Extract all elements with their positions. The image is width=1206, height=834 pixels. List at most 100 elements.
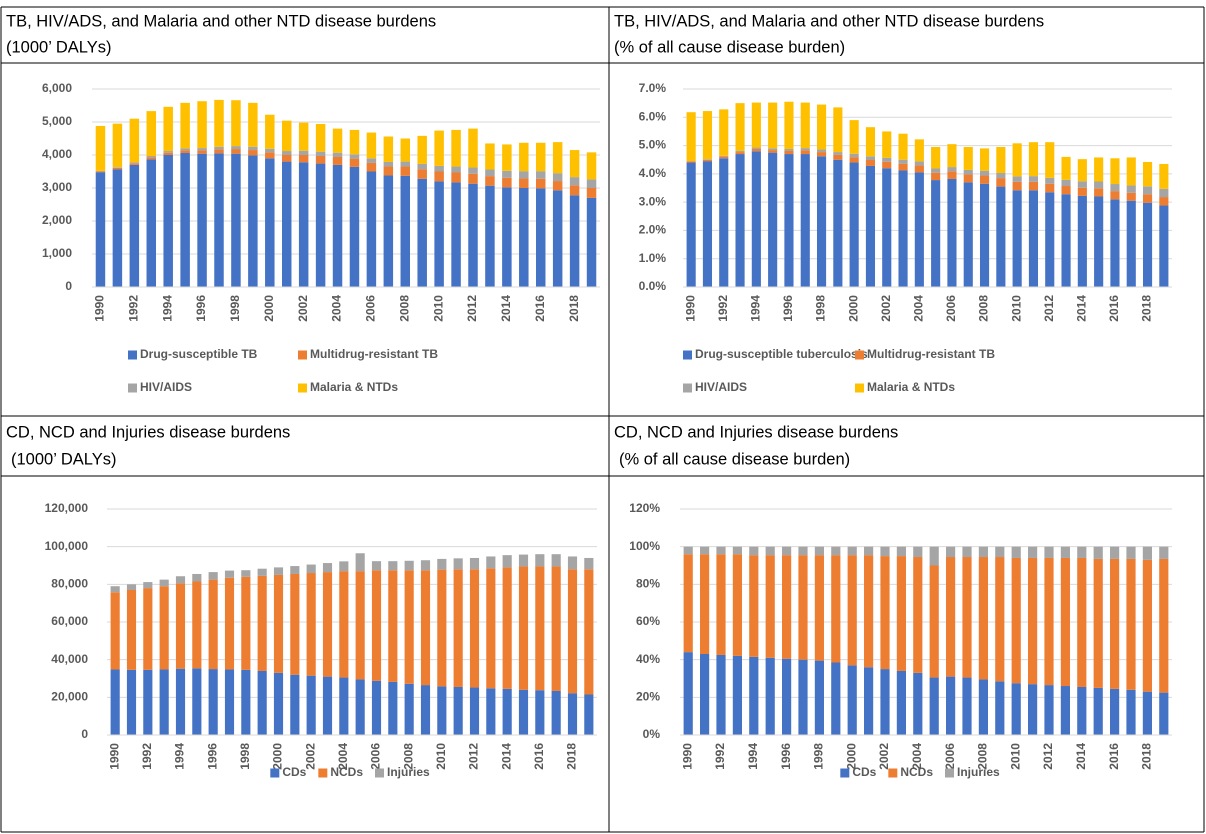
x-tick-label: 2000: [844, 743, 858, 770]
bar-segment: [371, 680, 382, 735]
bar-segment: [898, 170, 908, 287]
x-tick-label: 2010: [1009, 295, 1023, 322]
bar-segment: [864, 546, 874, 556]
bar-segment: [383, 175, 394, 287]
x-tick-label: 1992: [127, 295, 141, 322]
bar-segment: [798, 546, 808, 556]
bar-segment: [404, 560, 414, 571]
bar-segment: [110, 592, 120, 670]
bar-segment: [849, 153, 859, 158]
bar-segment: [1159, 205, 1169, 287]
x-tick-label: 2004: [912, 295, 926, 322]
bar-segment: [208, 579, 218, 670]
chart: 0 20,000 40,000 60,000 80,000 100,000 120,000 1…: [45, 501, 597, 779]
bar-segment: [1028, 684, 1038, 735]
legend-label: Injuries: [957, 765, 1000, 779]
bar-segment: [224, 669, 235, 735]
bar-segment: [1061, 194, 1071, 287]
bar-segment: [146, 155, 157, 158]
bar-segment: [1142, 186, 1153, 195]
legend-swatch: [888, 768, 898, 778]
bar-segment: [929, 565, 939, 678]
x-tick-label: 1994: [746, 743, 760, 770]
bar-segment: [486, 688, 496, 735]
legend-swatch: [683, 383, 692, 393]
bar-segment: [129, 163, 140, 165]
bar-segment: [468, 167, 478, 174]
legend-swatch: [318, 768, 328, 778]
bar-segment: [1011, 546, 1021, 558]
bar-segment: [686, 112, 696, 162]
bar-segment: [290, 573, 300, 675]
bar-segment: [143, 669, 153, 735]
bar-segment: [126, 589, 137, 670]
bar-segment: [1012, 176, 1022, 182]
bar-segment: [751, 151, 761, 287]
bar-segment: [355, 553, 365, 572]
y-tick-label: 100,000: [45, 539, 89, 553]
bar-segment: [1061, 156, 1071, 180]
bar-segment: [453, 686, 463, 735]
cell-header: (1000’ DALYs): [11, 450, 116, 468]
x-tick-label: 2002: [296, 295, 310, 322]
bar-segment: [865, 127, 876, 157]
x-tick-label: 2006: [364, 295, 378, 322]
bar-segment: [110, 586, 120, 593]
bar-segment: [366, 162, 377, 172]
bar-segment: [469, 569, 480, 688]
y-tick-label: 5,000: [42, 114, 72, 128]
x-tick-label: 1990: [683, 295, 697, 322]
x-tick-label: 2012: [467, 743, 481, 770]
bar-segment: [146, 159, 157, 287]
bar-segment: [112, 169, 123, 287]
bar-segment: [962, 677, 972, 735]
bar-segment: [816, 156, 827, 287]
bar-segment: [1012, 190, 1022, 287]
bar-segment: [388, 570, 398, 682]
legend-swatch: [375, 768, 384, 778]
bar-segment: [996, 186, 1006, 287]
x-tick-label: 2014: [499, 295, 513, 322]
bar-segment: [518, 566, 529, 690]
bar-segment: [502, 187, 512, 287]
bar-segment: [683, 554, 693, 653]
bar-segment: [584, 557, 594, 570]
bar-segment: [306, 675, 316, 735]
y-tick-label: 20,000: [51, 690, 88, 704]
bar-segment: [322, 676, 333, 735]
x-tick-label: 1994: [749, 295, 763, 322]
bar-segment: [519, 142, 529, 172]
bar-segment: [784, 154, 794, 287]
y-tick-label: 40%: [636, 652, 660, 666]
bar-segment: [931, 180, 941, 287]
bar-segment: [898, 133, 908, 160]
bar-segment: [159, 579, 169, 587]
bar-segment: [683, 652, 693, 735]
bar-segment: [1093, 687, 1103, 735]
y-tick-label: 60,000: [51, 614, 88, 628]
chart: 0 1,000 2,000 3,000 4,000 5,000 6,000 1990 1992 1…: [42, 81, 600, 394]
bar-segment: [833, 152, 843, 155]
bar-segment: [420, 560, 431, 571]
y-tick-label: 6.0%: [639, 109, 667, 123]
bar-segment: [1045, 183, 1055, 193]
bar-segment: [995, 681, 1005, 735]
bar-segment: [700, 654, 710, 735]
bar-segment: [241, 576, 251, 670]
bar-segment: [437, 558, 447, 570]
bar-segment: [1061, 179, 1071, 187]
bar-segment: [716, 654, 726, 735]
legend-label: CDs: [282, 765, 306, 779]
bar-segment: [231, 153, 241, 287]
bar-segment: [355, 679, 365, 735]
bar-segment: [159, 669, 169, 735]
bar-segment: [931, 146, 941, 169]
bar-segment: [749, 546, 759, 556]
bar-segment: [265, 152, 275, 159]
bar-segment: [1159, 692, 1169, 735]
x-tick-label: 2014: [1075, 295, 1089, 322]
bar-segment: [751, 102, 761, 148]
bar-segment: [332, 156, 343, 165]
bar-segment: [180, 148, 190, 151]
bar-segment: [197, 148, 207, 151]
